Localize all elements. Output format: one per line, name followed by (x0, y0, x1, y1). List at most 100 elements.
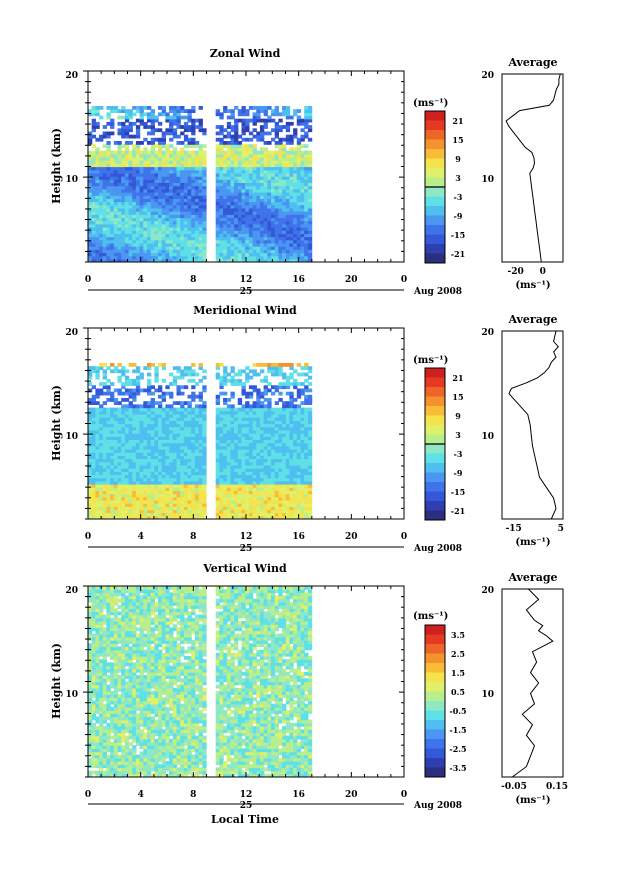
heatmap-cell (234, 382, 239, 386)
heatmap-cell (307, 468, 313, 472)
heatmap-cell (143, 217, 148, 222)
heatmap-cell (293, 166, 298, 171)
heatmap-cell (91, 477, 96, 482)
heatmap-cell (158, 426, 163, 431)
heatmap-cell (165, 484, 170, 488)
heatmap-cell (121, 233, 126, 238)
heatmap-cell (180, 468, 185, 472)
heatmap-cell (135, 407, 141, 412)
heatmap-cell (198, 417, 203, 421)
heatmap-cell (241, 515, 246, 519)
heatmap-cell (180, 512, 185, 517)
heatmap-cell (110, 185, 115, 190)
heatmap-cell (215, 366, 220, 370)
heatmap-cell (154, 233, 159, 238)
heatmap-cell (223, 166, 228, 171)
heatmap-cell (234, 198, 239, 203)
heatmap-cell (169, 423, 174, 428)
heatmap-cell (226, 153, 232, 158)
heatmap-cell (187, 214, 192, 219)
heatmap-cell (245, 493, 250, 498)
heatmap-cell (202, 455, 207, 460)
heatmap-cell (183, 176, 189, 180)
heatmap-cell (135, 125, 141, 129)
heatmap-cell (296, 391, 302, 396)
heatmap-cell (304, 207, 309, 212)
heatmap-cell (248, 423, 254, 428)
heatmap-cell (198, 423, 203, 428)
heatmap-cell (113, 246, 119, 250)
heatmap-cell (267, 442, 272, 447)
heatmap-cell (99, 182, 104, 187)
heatmap-cell (150, 230, 155, 234)
heatmap-cell (248, 452, 254, 456)
heatmap-cell (198, 172, 203, 177)
heatmap-cell (183, 115, 189, 120)
heatmap-cell (252, 163, 257, 168)
heatmap-cell (278, 417, 283, 421)
heatmap-cell (274, 468, 279, 472)
heatmap-cell (223, 445, 228, 450)
heatmap-cell (282, 471, 287, 476)
heatmap-cell (102, 474, 107, 479)
heatmap-cell (88, 455, 93, 460)
heatmap-cell (307, 128, 313, 133)
heatmap-cell (226, 195, 232, 199)
heatmap-cell (219, 258, 224, 262)
heatmap-cell (172, 407, 178, 412)
heatmap-cell (147, 188, 152, 193)
heatmap-cell (234, 474, 239, 479)
heatmap-cell (230, 160, 235, 164)
heatmap-cell (219, 499, 224, 504)
heatmap-cell (282, 137, 287, 142)
heatmap-cell (161, 233, 166, 238)
heatmap-cell (180, 509, 185, 514)
heatmap-cell (271, 506, 276, 511)
heatmap-cell (183, 439, 189, 444)
heatmap-cell (143, 112, 148, 117)
heatmap-cell (95, 413, 100, 418)
heatmap-cell (165, 201, 170, 206)
heatmap-cell (234, 468, 239, 472)
heatmap-cell (260, 182, 265, 187)
heatmap-cell (194, 239, 200, 244)
heatmap-cell (285, 468, 291, 472)
heatmap-cell (161, 150, 166, 155)
heatmap-cell (191, 426, 196, 431)
heatmap-cell (183, 153, 189, 158)
heatmap-cell (187, 429, 192, 434)
heatmap-cell (304, 515, 309, 519)
heatmap-cell (241, 239, 246, 244)
heatmap-cell (230, 185, 235, 190)
heatmap-cell (237, 471, 243, 476)
heatmap-cell (161, 512, 166, 517)
heatmap-cell (226, 426, 232, 431)
heatmap-cell (158, 420, 163, 425)
heatmap-cell (260, 239, 265, 244)
heatmap-cell (234, 458, 239, 463)
heatmap-cell (237, 417, 243, 421)
heatmap-cell (260, 468, 265, 472)
heatmap-cell (102, 407, 107, 412)
heatmap-cell (91, 242, 96, 247)
heatmap-cell (135, 452, 141, 456)
heatmap-cell (289, 506, 294, 511)
heatmap-cell (237, 169, 243, 174)
heatmap-cell (289, 249, 294, 254)
heatmap-cell (260, 503, 265, 507)
heatmap-cell (271, 474, 276, 479)
heatmap-cell (154, 413, 159, 418)
heatmap-cell (296, 144, 302, 148)
heatmap-cell (183, 436, 189, 440)
heatmap-cell (128, 404, 133, 409)
heatmap-cell (106, 477, 111, 482)
heatmap-cell (296, 223, 302, 228)
heatmap-cell (245, 252, 250, 257)
heatmap-cell (256, 512, 261, 517)
heatmap-cell (135, 417, 141, 421)
heatmap-cell (128, 391, 133, 396)
heatmap-cell (88, 204, 93, 209)
heatmap-cell (180, 166, 185, 171)
heatmap-cell (110, 125, 115, 129)
heatmap-cell (252, 442, 257, 447)
